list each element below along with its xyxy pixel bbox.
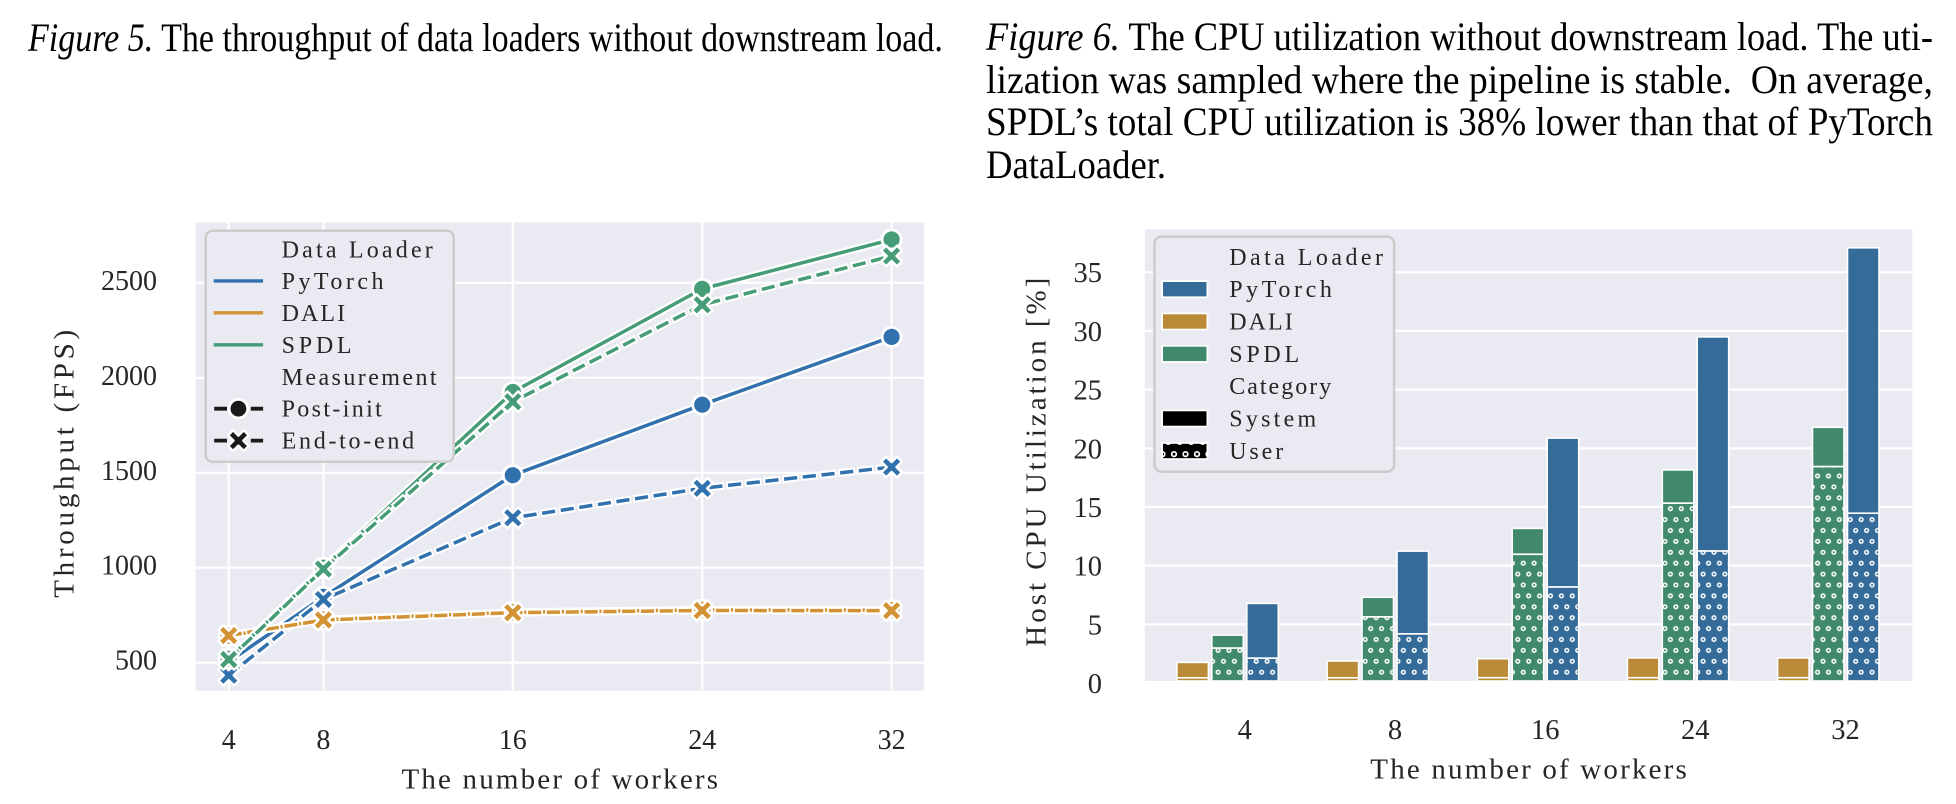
svg-text:10: 10 [1074,552,1103,583]
svg-text:Host CPU Utilization [%]: Host CPU Utilization [%] [1021,278,1053,647]
svg-text:Data Loader: Data Loader [1229,245,1383,271]
svg-text:15: 15 [1074,493,1103,524]
svg-text:User: User [1229,439,1283,465]
svg-text:35: 35 [1074,258,1103,289]
svg-text:500: 500 [115,646,157,677]
svg-text:1500: 1500 [101,456,157,487]
svg-text:24: 24 [688,725,716,756]
svg-text:1000: 1000 [101,551,157,582]
svg-text:25: 25 [1074,376,1103,407]
svg-text:32: 32 [1831,715,1860,746]
svg-text:0: 0 [1088,669,1102,700]
svg-text:2500: 2500 [101,266,157,297]
svg-text:30: 30 [1074,317,1103,348]
svg-text:8: 8 [1388,715,1402,746]
svg-text:End-to-end: End-to-end [282,429,415,455]
svg-text:The number of workers: The number of workers [1370,754,1687,786]
svg-text:8: 8 [316,725,330,756]
svg-text:PyTorch: PyTorch [282,269,384,295]
svg-text:The number of workers: The number of workers [402,764,719,796]
svg-text:PyTorch: PyTorch [1229,277,1332,303]
svg-text:Throughput (FPS): Throughput (FPS) [49,330,81,598]
svg-text:4: 4 [222,725,236,756]
svg-text:DALI: DALI [1229,310,1293,336]
svg-text:16: 16 [499,725,527,756]
svg-text:Measurement: Measurement [282,365,437,391]
svg-text:System: System [1229,407,1316,433]
svg-text:SPDL: SPDL [282,333,352,359]
svg-text:5: 5 [1088,610,1102,641]
svg-text:32: 32 [878,725,906,756]
svg-text:16: 16 [1531,715,1560,746]
svg-text:DALI: DALI [282,301,346,327]
svg-text:Post-init: Post-init [282,397,383,423]
svg-text:4: 4 [1238,715,1252,746]
svg-text:2000: 2000 [101,361,157,392]
svg-text:SPDL: SPDL [1229,342,1299,368]
svg-text:20: 20 [1074,434,1103,465]
svg-text:24: 24 [1681,715,1710,746]
svg-text:Data Loader: Data Loader [282,238,433,264]
